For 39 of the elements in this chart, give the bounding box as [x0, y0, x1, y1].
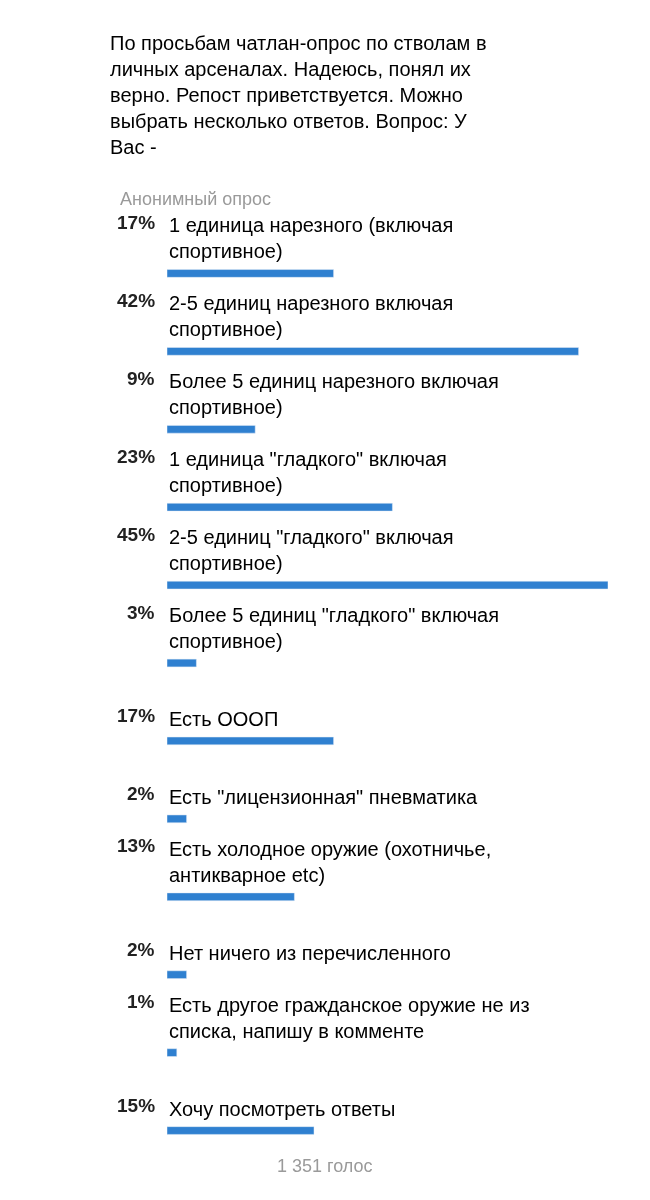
chart-title: По просьбам чатлан-опрос по стволам в личных арсеналах. Надеюсь, понял их верно. Репост приветствуется. Можно выбрать несколько ответов. Вопрос: У Вас -	[110, 32, 487, 159]
data-label: 17%	[117, 212, 156, 233]
bar	[167, 503, 393, 512]
data-label: 42%	[117, 290, 156, 311]
y-tick-label: Более 5 единиц нарезного включая спортивное)	[169, 370, 499, 418]
y-tick-label: Более 5 единиц "гладкого" включая спортивное)	[169, 604, 500, 652]
data-label: 17%	[117, 705, 156, 726]
bar	[167, 892, 295, 901]
y-tick-label: Нет ничего из перечисленного	[169, 942, 451, 964]
data-label: 2%	[127, 783, 155, 804]
y-tick-label: 2-5 единиц "гладкого" включая спортивное)	[169, 526, 454, 574]
y-tick-label: 1 единица "гладкого" включая спортивное)	[169, 448, 447, 496]
y-tick-label: Хочу посмотреть ответы	[169, 1098, 396, 1120]
y-tick-label: Есть "лицензионная" пневматика	[169, 786, 479, 808]
data-label: 15%	[117, 1095, 156, 1116]
data-label: 3%	[127, 602, 155, 623]
y-tick-label: 1 единица нарезного (включая спортивное)	[169, 214, 454, 262]
data-label: 2%	[127, 939, 155, 960]
bar	[167, 736, 334, 746]
data-label: 13%	[117, 835, 156, 856]
bar	[167, 580, 608, 590]
bar	[167, 814, 187, 823]
y-tick-label: Есть холодное оружие (охотничье, антикварное etc)	[169, 838, 492, 886]
y-tick-label: Есть ОООП	[169, 708, 279, 730]
bar	[167, 970, 187, 979]
y-tick-label: Есть другое гражданское оружие не из списка, напишу в комменте	[169, 994, 530, 1042]
bar	[167, 1048, 178, 1057]
data-label: 9%	[127, 368, 155, 389]
bar	[167, 269, 334, 278]
bar	[167, 658, 197, 668]
text: 1 351 голос	[277, 1156, 373, 1176]
bar	[167, 425, 256, 434]
chart-subtitle: Анонимный опрос	[120, 189, 272, 209]
bar	[167, 1126, 315, 1135]
data-label: 1%	[127, 991, 155, 1012]
data-label: 45%	[117, 524, 156, 545]
data-label: 23%	[117, 446, 156, 467]
bar	[167, 347, 579, 356]
y-tick-label: 2-5 единиц нарезного включая спортивное)	[169, 292, 454, 340]
